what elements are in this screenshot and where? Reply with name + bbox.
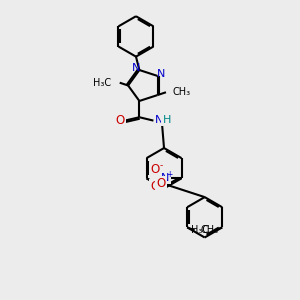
Text: H₃C: H₃C [190,225,209,235]
Text: O: O [151,164,160,176]
Text: N: N [131,63,140,73]
Text: +: + [166,170,172,179]
Text: CH₃: CH₃ [173,87,191,97]
Text: H: H [162,115,171,125]
Text: O: O [115,114,124,127]
Text: O: O [156,177,166,190]
Text: N: N [157,69,165,79]
Text: H₃C: H₃C [93,78,111,88]
Text: N: N [161,173,170,183]
Text: O: O [151,180,160,193]
Text: CH₃: CH₃ [201,225,219,235]
Text: N: N [155,115,164,125]
Text: -: - [159,161,162,170]
